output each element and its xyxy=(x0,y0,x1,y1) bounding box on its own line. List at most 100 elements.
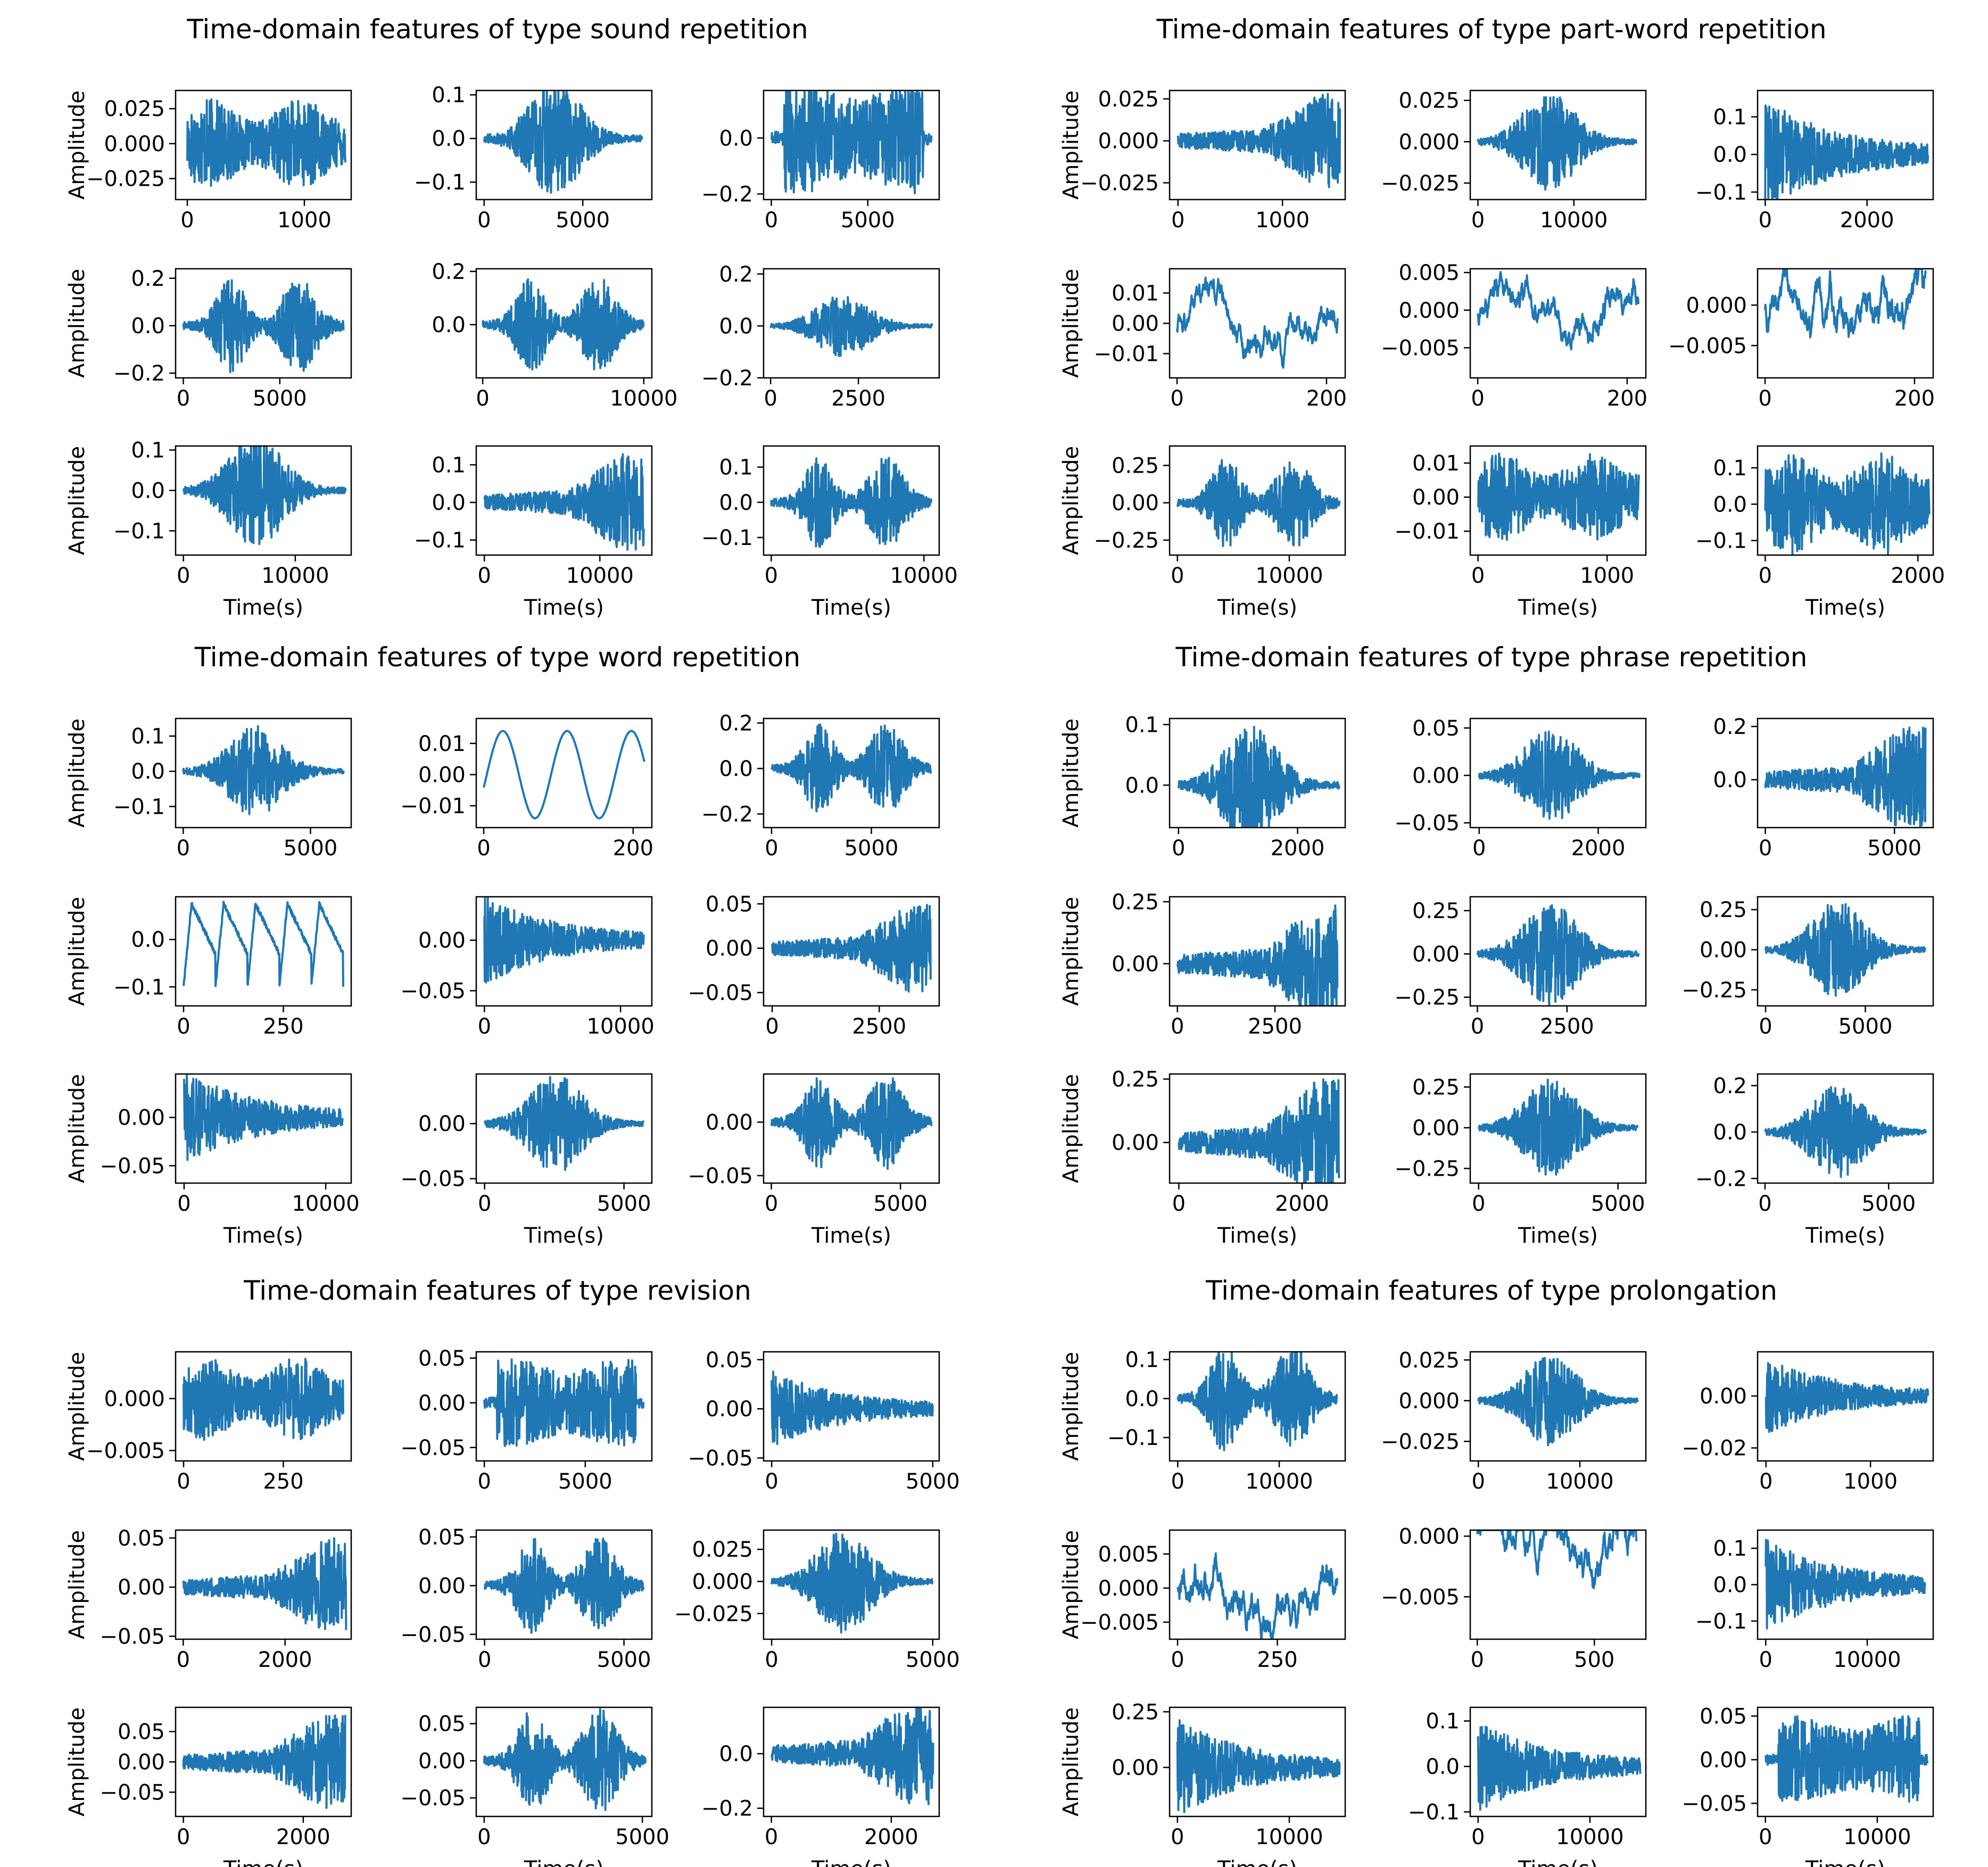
axes-frame xyxy=(475,896,653,1007)
subplot: 0 500 −0.005 0.000 xyxy=(1381,1524,1647,1672)
y-tick-label: 0.25 xyxy=(1112,1068,1159,1092)
series-line xyxy=(1176,1719,1341,1813)
y-tick-label: 0.25 xyxy=(1112,454,1159,478)
y-tick-label: 0.1 xyxy=(131,439,165,463)
axes-frame xyxy=(175,717,352,829)
y-tick-label: 0.1 xyxy=(1713,1536,1747,1561)
series-line xyxy=(483,897,645,984)
subplot: 0 5000 −0.05 0.00 0.05 xyxy=(687,1348,959,1494)
x-tick-label: 10000 xyxy=(1540,208,1608,233)
x-tick-label: 5000 xyxy=(906,1648,960,1672)
axes-frame xyxy=(1757,1351,1934,1462)
subplot: 0 2000 −0.1 0.0 0.1 Time(s) xyxy=(1695,445,1945,620)
axes-frame xyxy=(1169,1706,1346,1818)
series-line xyxy=(483,1358,645,1447)
subplot: 0 2000 −0.05 0.00 0.05 xyxy=(1394,716,1647,861)
y-tick-label: −0.05 xyxy=(400,1623,466,1647)
subplot: 0 2000 0.0 0.1 Amplitude xyxy=(1059,713,1346,861)
x-tick-label: 0 xyxy=(1759,1825,1772,1849)
y-tick-label: 0.00 xyxy=(418,1749,466,1773)
x-tick-label: 10000 xyxy=(1245,1469,1313,1494)
y-tick-label: −0.05 xyxy=(687,1164,753,1188)
y-tick-label: −0.1 xyxy=(113,519,165,543)
y-axis-label: Amplitude xyxy=(1059,1352,1083,1461)
series-line xyxy=(1765,1539,1926,1630)
y-tick-label: 0.05 xyxy=(418,1346,466,1371)
x-axis-label: Time(s) xyxy=(524,596,604,620)
y-tick-label: −0.05 xyxy=(1681,1791,1747,1816)
series-line xyxy=(771,1370,934,1445)
x-axis-label: Time(s) xyxy=(1805,1857,1885,1867)
x-tick-label: 10000 xyxy=(566,564,634,588)
x-tick-label: 0 xyxy=(765,1648,778,1672)
y-axis-label: Amplitude xyxy=(65,446,89,555)
y-tick-label: 0.00 xyxy=(1700,938,1747,962)
series-line xyxy=(1764,104,1929,200)
y-tick-label: 0.00 xyxy=(118,1750,165,1775)
y-tick-label: −0.1 xyxy=(1695,529,1747,554)
y-tick-label: −0.005 xyxy=(1080,1610,1159,1635)
series-line xyxy=(1177,93,1341,188)
axes-frame xyxy=(1469,268,1647,379)
y-tick-label: −0.005 xyxy=(86,1439,165,1463)
axes-frame xyxy=(763,1706,940,1818)
y-tick-label: 0.000 xyxy=(692,1569,753,1594)
series-line xyxy=(771,1707,934,1805)
x-tick-label: 0 xyxy=(1758,386,1771,411)
y-tick-label: 0.1 xyxy=(131,724,165,749)
x-tick-label: 1000 xyxy=(277,208,332,233)
x-tick-label: 2500 xyxy=(1248,1014,1302,1039)
x-tick-label: 0 xyxy=(177,564,190,588)
axes-frame xyxy=(763,1529,940,1640)
y-axis-label: Amplitude xyxy=(65,1074,89,1183)
axes-frame xyxy=(763,268,940,379)
y-tick-label: −0.2 xyxy=(701,1797,753,1821)
x-axis-label: Time(s) xyxy=(1518,1857,1598,1867)
subplot: 0 1000 −0.025 0.000 0.025 Amplitude xyxy=(65,89,352,233)
subplot: 0 2500 −0.2 0.0 0.2 xyxy=(701,262,940,411)
subplot: 0 250 −0.005 0.000 Amplitude xyxy=(65,1351,352,1494)
y-tick-label: 0.0 xyxy=(131,314,165,338)
y-tick-label: 0.00 xyxy=(418,1574,466,1598)
y-tick-label: 0.00 xyxy=(706,937,753,961)
x-tick-label: 0 xyxy=(478,1648,491,1672)
series-line xyxy=(483,1708,647,1811)
axes-frame xyxy=(1169,896,1346,1007)
series-line xyxy=(1765,1362,1929,1433)
x-tick-label: 250 xyxy=(263,1014,303,1039)
y-tick-label: 0.25 xyxy=(1700,898,1747,922)
series-line xyxy=(186,98,346,187)
series-line xyxy=(483,730,645,820)
series-line xyxy=(1764,269,1927,338)
x-tick-label: 5000 xyxy=(1861,1192,1916,1216)
series-line xyxy=(771,90,933,195)
series-line xyxy=(1476,1530,1638,1590)
y-tick-label: 0.00 xyxy=(118,1106,165,1130)
axes-frame xyxy=(1469,1706,1647,1818)
y-tick-label: −0.05 xyxy=(1394,811,1460,836)
subplot: 0 5000 −0.05 0.00 0.05 xyxy=(400,1525,653,1672)
y-axis-label: Amplitude xyxy=(65,1707,89,1816)
series-line xyxy=(182,1714,346,1809)
x-tick-label: 5000 xyxy=(556,208,610,233)
y-tick-label: 0.0 xyxy=(131,928,165,952)
y-tick-label: 0.025 xyxy=(104,97,165,121)
x-tick-label: 2000 xyxy=(864,1825,918,1849)
y-tick-label: −0.05 xyxy=(687,1446,753,1471)
axes-frame xyxy=(1757,89,1934,201)
axes-frame xyxy=(1757,896,1934,1007)
subplot: 0 10000 0.00 0.25 Amplitude Time(s) xyxy=(1059,1700,1346,1867)
y-tick-label: −0.1 xyxy=(1695,1609,1747,1634)
x-tick-label: 0 xyxy=(477,1469,491,1494)
subplot: 0 10000 −0.25 0.00 0.25 Amplitude Time(s) xyxy=(1059,445,1346,620)
axes-frame xyxy=(763,896,940,1007)
chart-group-1: Time-domain features of type sound repet… xyxy=(65,14,958,620)
axes-frame xyxy=(1469,896,1647,1007)
y-tick-label: 0.2 xyxy=(719,262,753,287)
subplot: 0 1000 −0.01 0.00 0.01 Time(s) xyxy=(1394,445,1647,620)
series-line xyxy=(1176,459,1341,547)
axes-frame xyxy=(1169,1529,1346,1640)
subplot: 0 2000 −0.2 0.0 Time(s) xyxy=(701,1706,940,1867)
x-tick-label: 200 xyxy=(613,836,653,861)
x-tick-label: 0 xyxy=(1472,836,1486,861)
